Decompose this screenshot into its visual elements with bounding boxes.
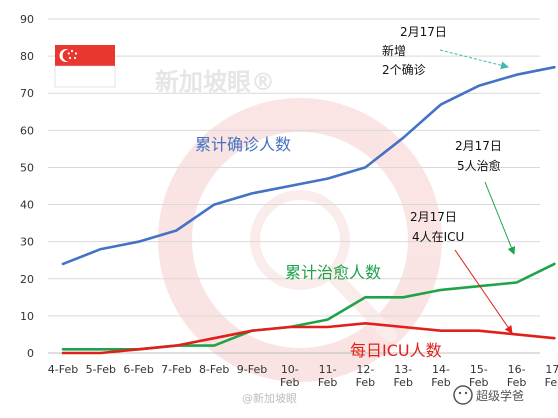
x-tick-label: 6-Feb [123, 363, 153, 376]
y-tick-label: 60 [20, 124, 34, 137]
annotation-icu-arrow [454, 249, 513, 334]
y-tick-label: 70 [20, 87, 34, 100]
y-tick-label: 10 [20, 310, 34, 323]
x-tick-label: 5-Feb [86, 363, 116, 376]
series-line-confirmed [61, 65, 556, 266]
annotation-icu: 2月17日 4人在ICU [410, 210, 513, 334]
annotation-icu-line-1: 2月17日 [410, 210, 457, 224]
series-label-confirmed: 累计确诊人数 [195, 135, 291, 154]
x-tick-label: 9-Feb [237, 363, 267, 376]
annotation-icu-line-2: 4人在ICU [412, 230, 464, 244]
annotation-confirmed-line-3: 2个确诊 [382, 63, 426, 77]
y-tick-label: 90 [20, 13, 34, 26]
annotation-confirmed-line-2: 新增 [382, 43, 406, 58]
series-label-recovered: 累计治愈人数 [285, 263, 381, 282]
y-tick-label: 50 [20, 161, 34, 174]
grid [48, 18, 540, 317]
y-tick-label: 0 [27, 347, 34, 360]
x-tick-label: 7-Feb [161, 363, 191, 376]
x-tick-label: 14-Feb [431, 363, 450, 389]
brand-text: 超级学爸 [476, 388, 524, 403]
x-tick-label: 8-Feb [199, 363, 229, 376]
x-tick-label: 4-Feb [48, 363, 78, 376]
y-tick-label: 40 [20, 199, 34, 212]
annotation-recovered-line-1: 2月17日 [455, 139, 502, 153]
brand-logo: 超级学爸 [453, 385, 524, 405]
series [61, 65, 556, 355]
x-tick-label: 11-Feb [318, 363, 337, 389]
axes: 0 10 20 30 40 50 60 70 80 90 4-Feb 5-Feb 6-Feb 7-Feb 8… [20, 13, 558, 389]
y-tick-label: 80 [20, 50, 34, 63]
y-tick-label: 30 [20, 236, 34, 249]
annotation-confirmed-line-1: 2月17日 [400, 25, 447, 39]
x-tick-label: 13-Feb [393, 363, 412, 389]
annotation-recovered-line-2: 5人治愈 [457, 158, 501, 173]
singapore-flag-icon [54, 45, 116, 88]
x-tick-label: 10-Feb [280, 363, 299, 389]
annotation-confirmed-arrow [439, 49, 509, 70]
annotation-recovered-arrow [484, 181, 516, 255]
annotation-recovered: 2月17日 5人治愈 [455, 139, 516, 255]
x-tick-label: 12-Feb [356, 363, 375, 389]
annotation-confirmed: 2月17日 新增 2个确诊 [382, 25, 509, 77]
watermark-text: 新加坡眼® [155, 68, 275, 96]
series-line-icu [61, 322, 556, 355]
watermark-footer: @新加坡眼 [242, 391, 297, 405]
x-tick-label: 15-Feb [469, 363, 488, 389]
x-tick-label: 17-Feb [545, 363, 558, 389]
x-tick-label: 16-Feb [507, 363, 526, 389]
y-tick-label: 20 [20, 273, 34, 286]
series-label-icu: 每日ICU人数 [350, 341, 442, 360]
